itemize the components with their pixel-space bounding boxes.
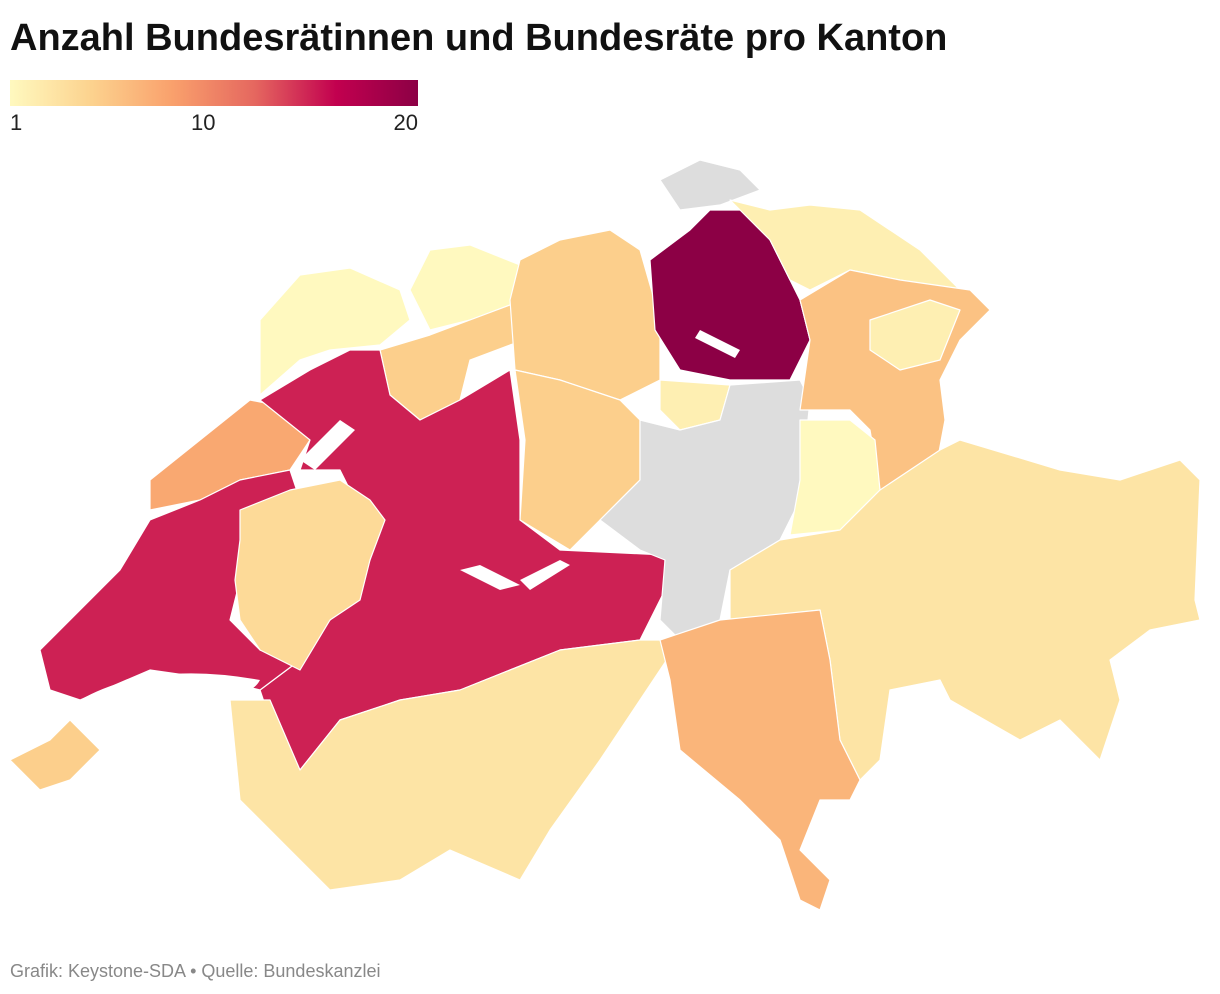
canton-region <box>259 267 411 396</box>
chart-title: Anzahl Bundesrätinnen und Bundesräte pro… <box>10 17 947 59</box>
lake <box>460 565 520 590</box>
canton-region <box>9 719 101 791</box>
legend-tick-label: 20 <box>394 110 418 135</box>
lake <box>300 420 355 470</box>
canton-region <box>869 299 961 371</box>
color-legend <box>10 80 418 106</box>
lake-geneva <box>70 673 260 720</box>
legend-tick-label: 10 <box>191 110 215 135</box>
canton-region <box>659 609 861 911</box>
lake <box>520 560 570 590</box>
canton-region <box>659 159 761 211</box>
legend-tick-label: 1 <box>10 110 22 135</box>
canton-region <box>229 639 681 891</box>
canton-region <box>234 479 386 671</box>
canton-region <box>149 399 311 511</box>
source-note: Grafik: Keystone-SDA • Quelle: Bundeskan… <box>10 961 381 981</box>
lake <box>695 330 740 358</box>
